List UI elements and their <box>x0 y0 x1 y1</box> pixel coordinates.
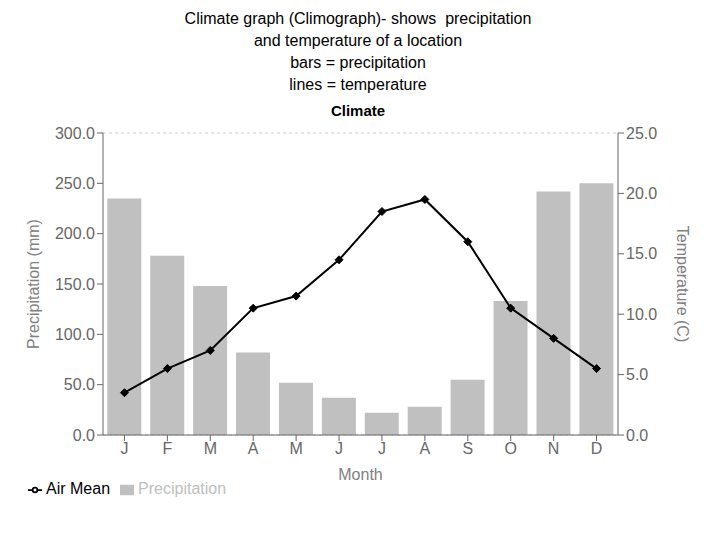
svg-text:10.0: 10.0 <box>626 306 657 323</box>
svg-text:J: J <box>335 440 343 457</box>
svg-text:Temperature (C): Temperature (C) <box>674 226 691 342</box>
svg-text:25.0: 25.0 <box>626 125 657 142</box>
svg-text:250.0: 250.0 <box>55 175 95 192</box>
html-text:lines = temperature: lines = temperature <box>289 76 427 93</box>
svg-text:A: A <box>420 440 431 457</box>
svg-text:0.0: 0.0 <box>626 427 648 444</box>
html-text:Air Mean: Air Mean <box>46 480 110 497</box>
svg-text:5.0: 5.0 <box>626 366 648 383</box>
html-text:Precipitation: Precipitation <box>138 480 227 497</box>
svg-text:15.0: 15.0 <box>626 245 657 262</box>
html-text:and temperature of a location: and temperature of a location <box>253 32 463 49</box>
svg-text:J: J <box>120 440 128 457</box>
svg-text:100.0: 100.0 <box>55 326 95 343</box>
svg-text:50.0: 50.0 <box>64 376 95 393</box>
svg-text:Precipitation (mm): Precipitation (mm) <box>25 219 42 349</box>
svg-text:D: D <box>591 440 603 457</box>
svg-text:A: A <box>248 440 259 457</box>
svg-text:O: O <box>504 440 516 457</box>
svg-text:S: S <box>462 440 473 457</box>
html-text:Climate: Climate <box>330 102 386 119</box>
html-text:Climate graph (Climograph)- sh: Climate graph (Climograph)- shows precip… <box>184 10 532 27</box>
svg-text:300.0: 300.0 <box>55 125 95 142</box>
svg-text:F: F <box>162 440 172 457</box>
svg-text:Month: Month <box>338 466 382 483</box>
svg-text:150.0: 150.0 <box>55 276 95 293</box>
svg-text:0.0: 0.0 <box>73 427 95 444</box>
svg-text:M: M <box>289 440 302 457</box>
svg-text:20.0: 20.0 <box>626 185 657 202</box>
svg-text:J: J <box>378 440 386 457</box>
svg-text:M: M <box>204 440 217 457</box>
svg-text:200.0: 200.0 <box>55 225 95 242</box>
html-text:bars = precipitation: bars = precipitation <box>290 54 426 71</box>
svg-text:N: N <box>548 440 560 457</box>
